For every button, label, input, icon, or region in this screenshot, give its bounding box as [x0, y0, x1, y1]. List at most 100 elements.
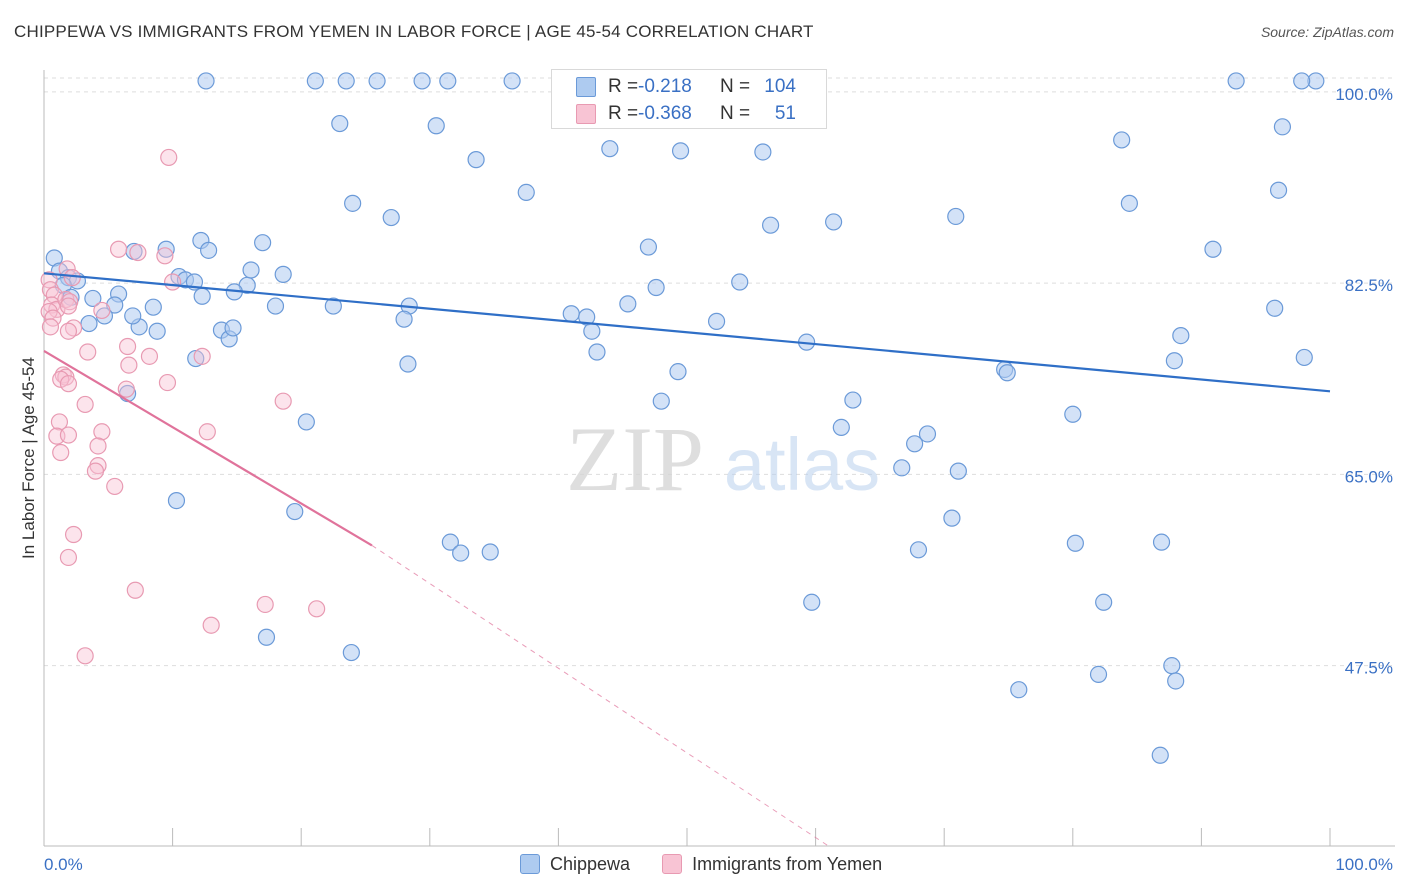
chippewa-point: [467, 151, 485, 169]
chippewa-point: [671, 142, 690, 160]
n-value-yemen: 51: [774, 103, 796, 124]
chippewa-point: [943, 509, 961, 527]
n-label: N =: [720, 76, 751, 97]
chippewa-point: [1172, 326, 1190, 345]
yemen-point: [64, 525, 83, 544]
r-label: R =: [608, 103, 639, 124]
yemen-point: [76, 395, 94, 414]
watermark-zip: ZIP: [566, 408, 704, 510]
legend-item-yemen: Immigrants from Yemen: [662, 854, 882, 875]
yemen-point: [59, 375, 78, 393]
y-tick-label: 47.5%: [1345, 659, 1393, 678]
chippewa-point: [1113, 131, 1131, 149]
chippewa-point: [1227, 72, 1245, 90]
chippewa-point: [707, 312, 726, 330]
chippewa-point: [144, 298, 162, 316]
chippewa-point: [80, 314, 98, 333]
chippewa-point: [1266, 299, 1284, 317]
bottom-legend: Chippewa Immigrants from Yemen: [520, 851, 914, 877]
chippewa-trend-line: [43, 272, 1331, 393]
chippewa-point: [306, 72, 324, 90]
yemen-point: [79, 343, 97, 361]
yemen-point: [64, 319, 83, 337]
yemen-point: [109, 240, 128, 258]
chippewa-point: [619, 295, 637, 313]
legend-swatch-yemen: [662, 854, 683, 874]
chart-source: Source: ZipAtlas.com: [1260, 24, 1394, 40]
chippewa-point: [84, 289, 102, 308]
chippewa-point: [224, 319, 242, 337]
chippewa-point: [382, 208, 400, 227]
chippewa-point: [583, 322, 601, 340]
yemen-point: [198, 423, 216, 441]
chippewa-point: [562, 305, 580, 323]
yemen-point: [202, 616, 220, 634]
chippewa-point: [1273, 118, 1292, 136]
n-value-chippewa: 104: [764, 76, 796, 97]
r-value-yemen: -0.368: [638, 103, 692, 124]
chippewa-point: [439, 72, 457, 90]
chippewa-point: [1095, 593, 1113, 611]
chippewa-swatch: [576, 77, 596, 97]
chippewa-point: [266, 297, 285, 315]
chippewa-point: [257, 628, 276, 646]
chippewa-point: [1163, 657, 1181, 675]
chippewa-point: [441, 533, 459, 551]
chippewa-point: [906, 435, 924, 453]
yemen-point: [140, 347, 159, 365]
chippewa-point: [187, 349, 205, 368]
chippewa-point: [601, 140, 619, 158]
yemen-point: [120, 356, 138, 374]
chippewa-point: [1293, 72, 1311, 90]
yemen-point: [193, 347, 211, 365]
chippewa-point: [1295, 348, 1313, 367]
yemen-point: [158, 373, 177, 392]
chippewa-point: [344, 194, 362, 212]
yemen-point: [160, 148, 178, 167]
chippewa-point: [124, 307, 142, 325]
chippewa-point: [331, 114, 349, 133]
chippewa-point: [148, 322, 166, 340]
chippewa-point: [893, 459, 911, 477]
yemen-point: [76, 647, 94, 665]
yemen-point: [129, 243, 147, 262]
chippewa-point: [832, 418, 850, 436]
chippewa-point: [337, 72, 355, 90]
yemen-trend-extension: [371, 545, 829, 847]
chippewa-point: [274, 265, 292, 283]
chippewa-point: [1120, 194, 1138, 212]
chippewa-point: [825, 213, 843, 231]
axes: [43, 70, 1395, 847]
chippewa-point: [647, 278, 665, 297]
yemen-point: [126, 581, 144, 599]
chippewa-point: [754, 143, 772, 161]
y-tick-label: 100.0%: [1335, 85, 1393, 104]
yemen-point: [52, 443, 70, 462]
chippewa-point: [761, 216, 780, 234]
chippewa-point: [368, 72, 386, 90]
chippewa-point: [324, 297, 342, 315]
chippewa-point: [844, 391, 862, 409]
chippewa-point: [669, 363, 687, 381]
x-tick-label-max: 100.0%: [1335, 855, 1393, 874]
stats-row-yemen: R = -0.368 N = 51: [552, 101, 796, 127]
chippewa-point: [731, 273, 749, 291]
trend-lines: [43, 272, 1331, 847]
chippewa-point: [399, 355, 417, 373]
yemen-point: [41, 318, 60, 336]
chippewa-point: [998, 364, 1016, 382]
n-label: N =: [720, 103, 751, 124]
yemen-point: [256, 595, 274, 614]
yemen-point: [93, 301, 111, 320]
y-tick-label: 82.5%: [1345, 276, 1393, 295]
legend-item-chippewa: Chippewa: [520, 854, 630, 875]
chippewa-point: [157, 240, 175, 258]
chippewa-point: [588, 343, 606, 361]
chippewa-point: [413, 72, 431, 90]
watermark-atlas: atlas: [724, 423, 880, 506]
chippewa-point: [1151, 746, 1169, 764]
chippewa-point: [452, 544, 470, 562]
chippewa-point: [200, 241, 218, 259]
yemen-point: [164, 273, 182, 291]
